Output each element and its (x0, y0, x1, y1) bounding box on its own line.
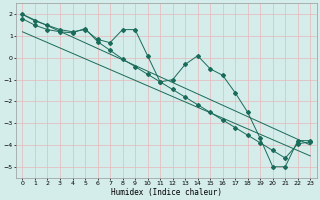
X-axis label: Humidex (Indice chaleur): Humidex (Indice chaleur) (111, 188, 222, 197)
